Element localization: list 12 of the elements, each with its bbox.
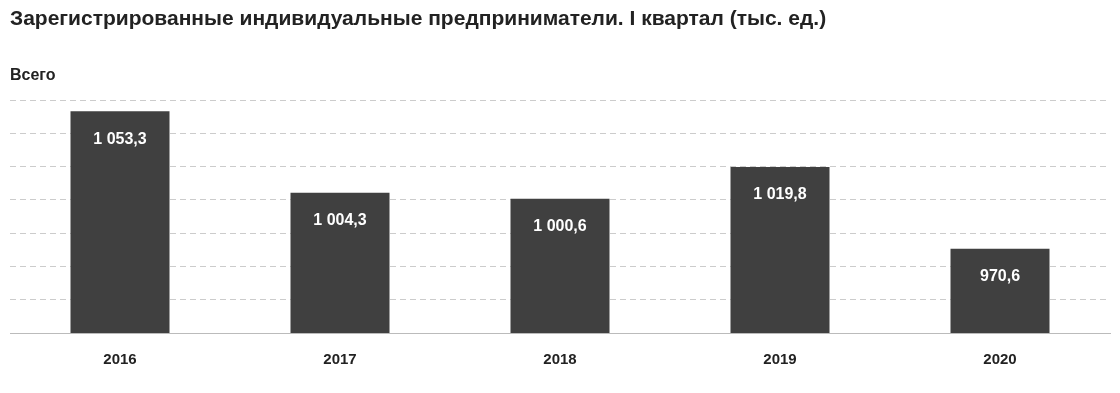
x-tick-label: 2020 — [983, 350, 1017, 368]
data-label: 970,6 — [979, 267, 1021, 285]
data-label: 1 053,3 — [93, 129, 147, 147]
x-tick-label: 2018 — [543, 350, 577, 368]
x-tick-label: 2019 — [763, 350, 797, 368]
chart-title: Зарегистрированные индивидуальные предприниматели. I квартал (тыс. ед.) — [10, 6, 827, 30]
data-label: 1 000,6 — [533, 217, 587, 235]
x-tick-label: 2016 — [103, 350, 137, 368]
data-label: 1 004,3 — [313, 211, 367, 229]
chart-subtitle: Всего — [10, 66, 56, 84]
x-tick-label: 2017 — [323, 350, 357, 368]
data-label: 1 019,8 — [753, 185, 807, 203]
